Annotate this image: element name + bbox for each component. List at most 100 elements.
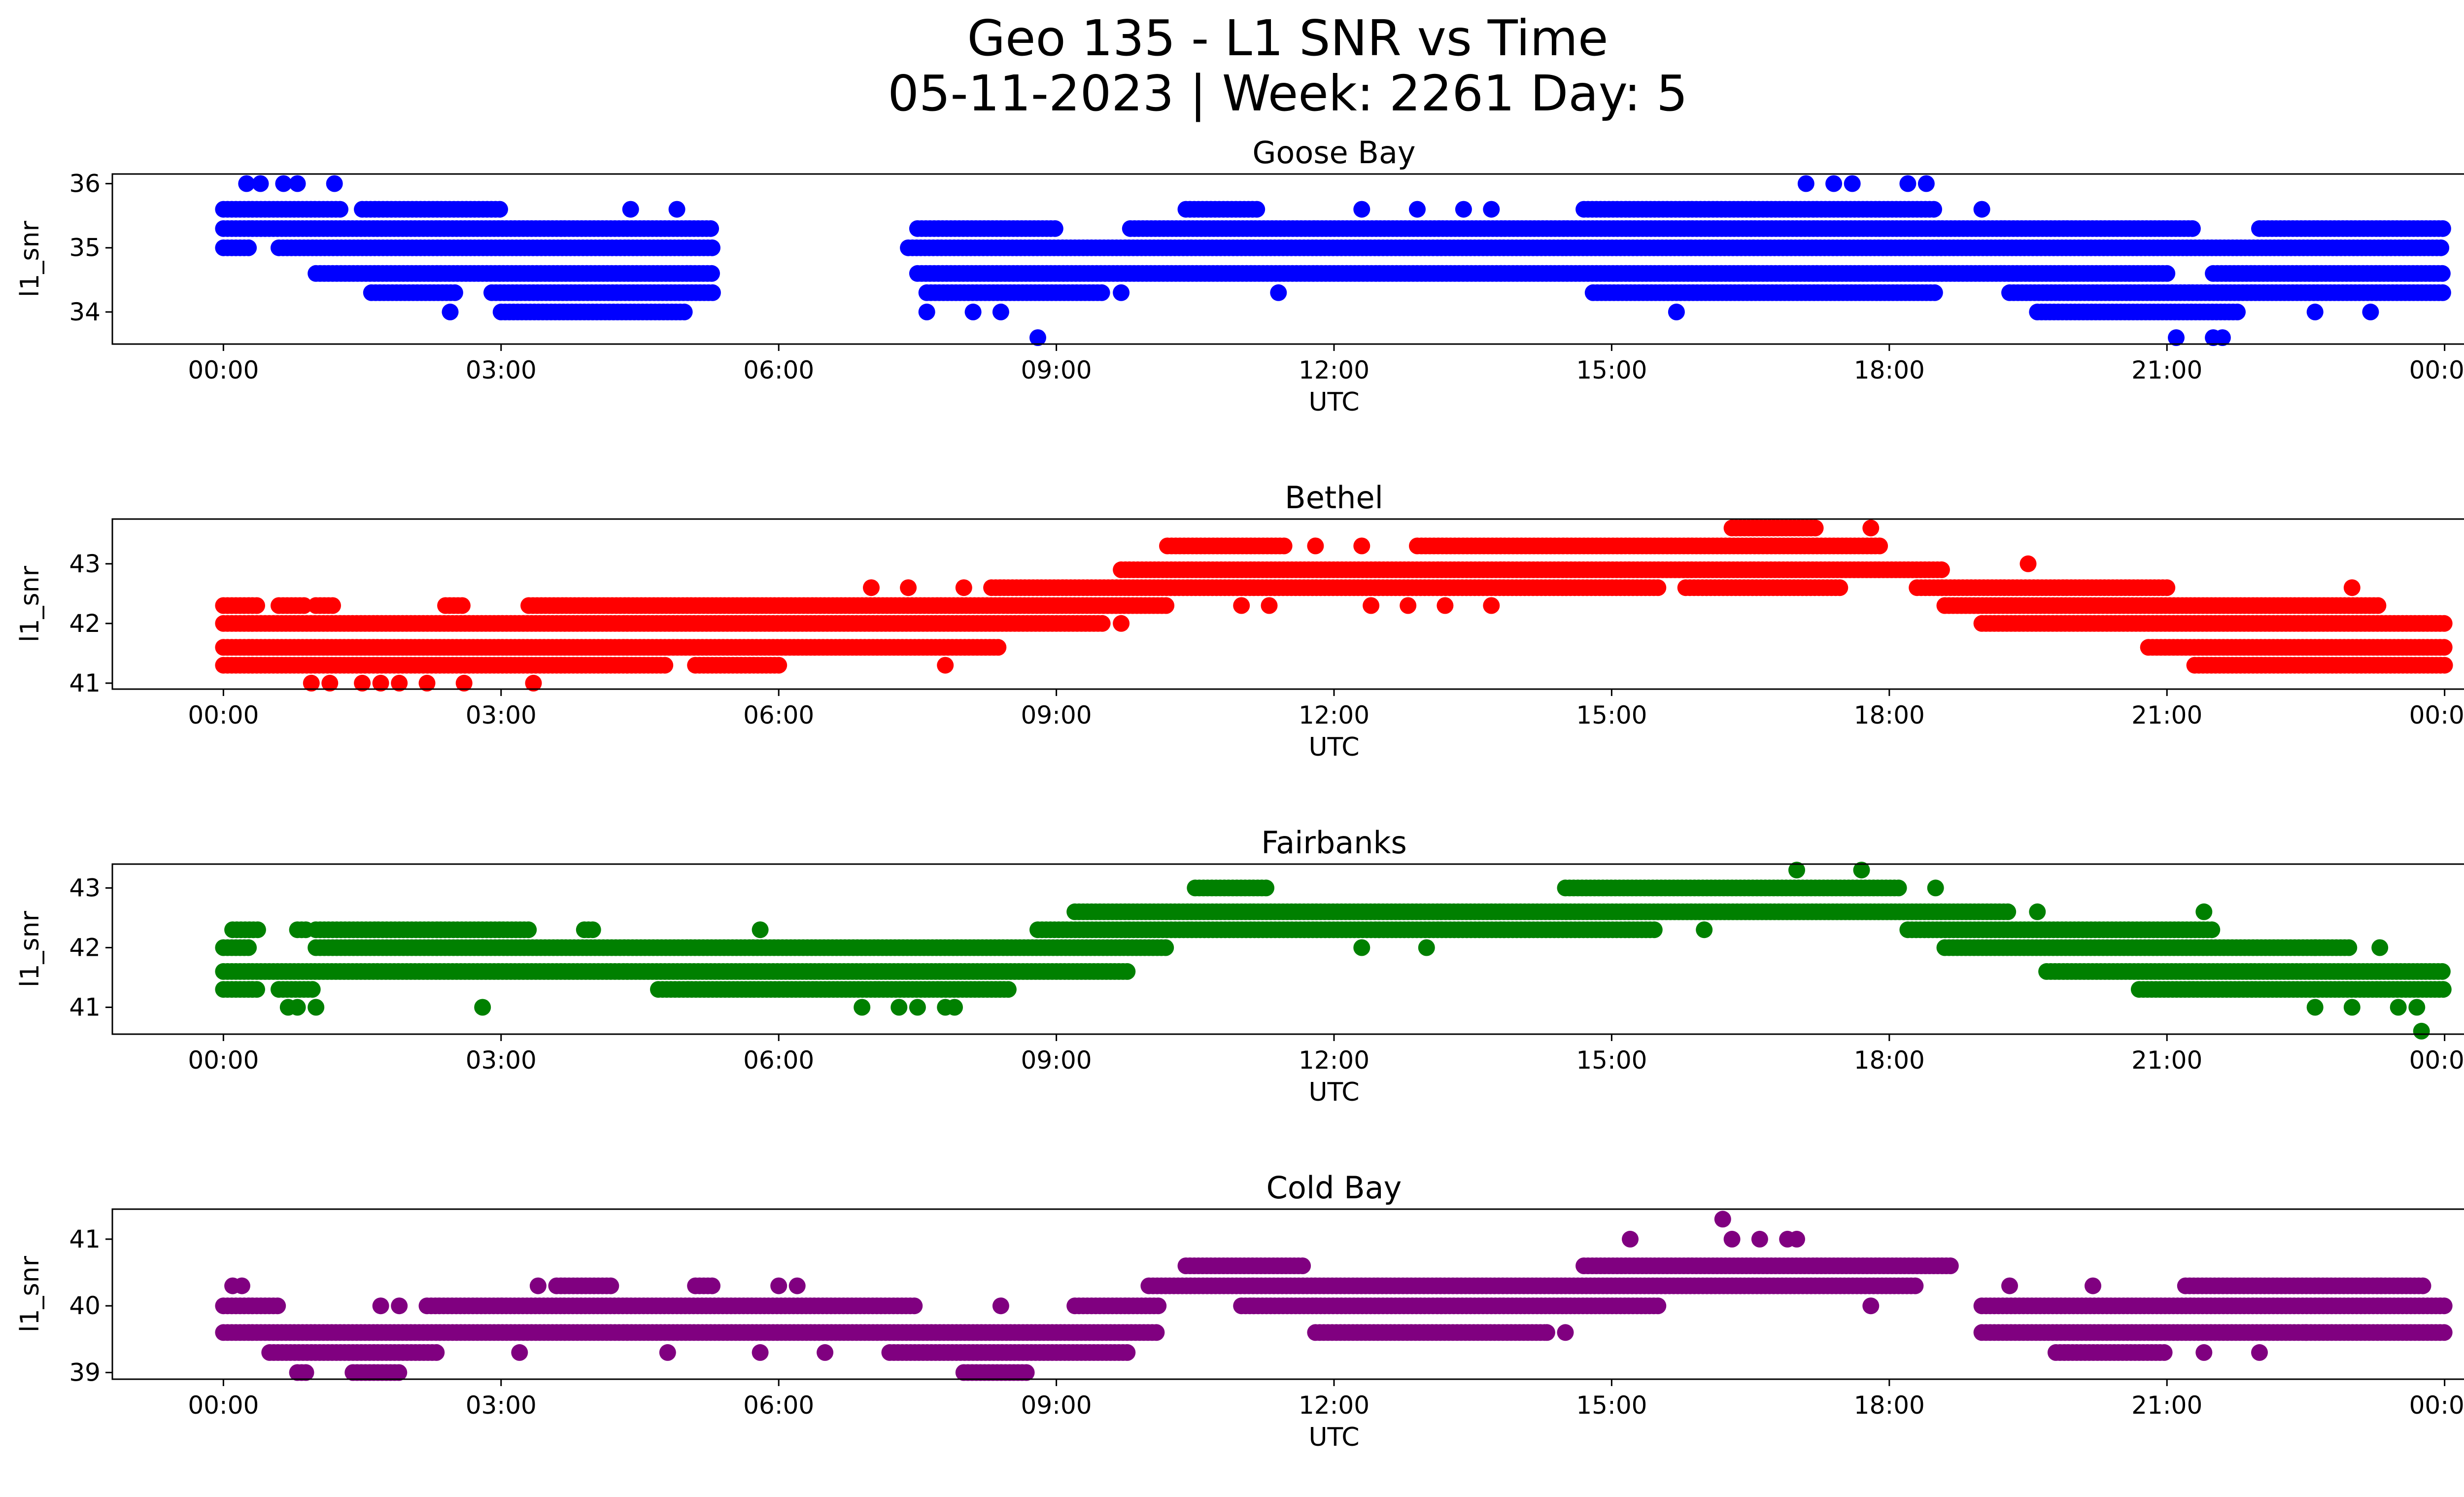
x-axis-label: UTC — [1308, 732, 1359, 762]
data-point — [704, 284, 721, 301]
data-point — [1157, 940, 1174, 956]
data-point — [919, 304, 935, 320]
data-point — [1918, 175, 1935, 192]
subplot-title: Fairbanks — [1261, 825, 1407, 861]
x-tick-label: 00:00 — [2409, 701, 2464, 730]
data-point — [1113, 615, 1129, 632]
data-point — [240, 240, 257, 256]
data-point — [584, 921, 601, 938]
data-point — [1483, 201, 1500, 218]
data-point — [1649, 579, 1666, 596]
data-point — [656, 657, 673, 674]
x-tick-label: 15:00 — [1576, 701, 1647, 730]
data-point — [1925, 201, 1942, 218]
data-point — [1798, 175, 1814, 192]
data-point — [326, 175, 343, 192]
data-point — [2229, 304, 2246, 320]
data-point — [1113, 284, 1129, 301]
x-tick-label: 18:00 — [1854, 701, 1925, 730]
y-axis-label: l1_snr — [15, 220, 45, 297]
x-tick-label: 18:00 — [1854, 356, 1925, 384]
data-point — [702, 220, 719, 237]
data-point — [965, 304, 982, 320]
data-point — [1437, 597, 1453, 614]
x-tick-label: 15:00 — [1576, 356, 1647, 384]
data-point — [1276, 538, 1293, 555]
x-tick-label: 03:00 — [466, 356, 537, 384]
data-point — [1831, 579, 1848, 596]
data-point — [2432, 240, 2449, 256]
data-points — [215, 520, 2453, 692]
data-point — [1158, 597, 1174, 614]
x-tick-label: 12:00 — [1299, 356, 1369, 384]
subplot-title: Goose Bay — [1252, 135, 1415, 171]
data-point — [2436, 657, 2453, 674]
y-tick-label: 34 — [69, 298, 101, 326]
y-axis-label: l1_snr — [15, 565, 45, 642]
data-point — [1270, 284, 1287, 301]
data-point — [1483, 597, 1500, 614]
data-point — [2436, 615, 2453, 632]
data-point — [2434, 265, 2451, 282]
x-tick-label: 00:00 — [188, 701, 259, 730]
data-point — [520, 921, 537, 938]
x-tick-label: 06:00 — [743, 356, 814, 384]
data-point — [669, 201, 685, 218]
data-point — [2434, 284, 2451, 301]
x-tick-label: 00:00 — [188, 356, 259, 384]
data-point — [992, 304, 1009, 320]
data-point — [1899, 175, 1916, 192]
data-point — [622, 201, 639, 218]
data-point — [2340, 940, 2357, 956]
x-tick-label: 03:00 — [466, 701, 537, 730]
figure-subtitle: 05-11-2023 | Week: 2261 Day: 5 — [0, 64, 2464, 123]
data-point — [240, 940, 257, 956]
data-points — [215, 862, 2451, 1040]
x-tick-label: 21:00 — [2131, 701, 2202, 730]
x-axis-label: UTC — [1308, 387, 1359, 417]
data-point — [2184, 220, 2201, 237]
data-point — [2436, 639, 2453, 656]
data-point — [1974, 201, 1990, 218]
y-tick-label: 35 — [69, 234, 101, 262]
data-point — [2158, 579, 2175, 596]
data-point — [1094, 284, 1110, 301]
data-point — [1844, 175, 1861, 192]
x-tick-label: 21:00 — [2131, 356, 2202, 384]
data-point — [1307, 538, 1324, 555]
x-tick-label: 09:00 — [1021, 701, 1092, 730]
data-point — [442, 304, 459, 320]
data-point — [324, 597, 341, 614]
data-point — [1353, 201, 1370, 218]
data-point — [703, 265, 720, 282]
data-point — [248, 597, 265, 614]
data-point — [1646, 921, 1663, 938]
data-point — [2158, 265, 2175, 282]
data-point — [2434, 220, 2451, 237]
x-tick-label: 09:00 — [1021, 356, 1092, 384]
data-point — [2020, 556, 2037, 572]
data-point — [1933, 561, 1950, 578]
y-tick-label: 43 — [69, 550, 101, 578]
data-point — [1261, 597, 1278, 614]
data-point — [454, 597, 471, 614]
data-point — [990, 639, 1006, 656]
data-point — [2434, 963, 2451, 980]
data-point — [900, 579, 917, 596]
data-point — [332, 201, 348, 218]
data-point — [1862, 520, 1879, 536]
subplot-title: Bethel — [1285, 480, 1383, 516]
data-point — [1871, 538, 1888, 555]
figure-title: Geo 135 - L1 SNR vs Time — [0, 9, 2464, 68]
data-point — [1409, 201, 1426, 218]
data-point — [1400, 597, 1416, 614]
x-tick-label: 06:00 — [743, 701, 814, 730]
data-point — [248, 981, 265, 998]
data-point — [2344, 579, 2361, 596]
data-point — [676, 304, 693, 320]
y-tick-label: 42 — [69, 609, 101, 638]
data-point — [491, 201, 508, 218]
